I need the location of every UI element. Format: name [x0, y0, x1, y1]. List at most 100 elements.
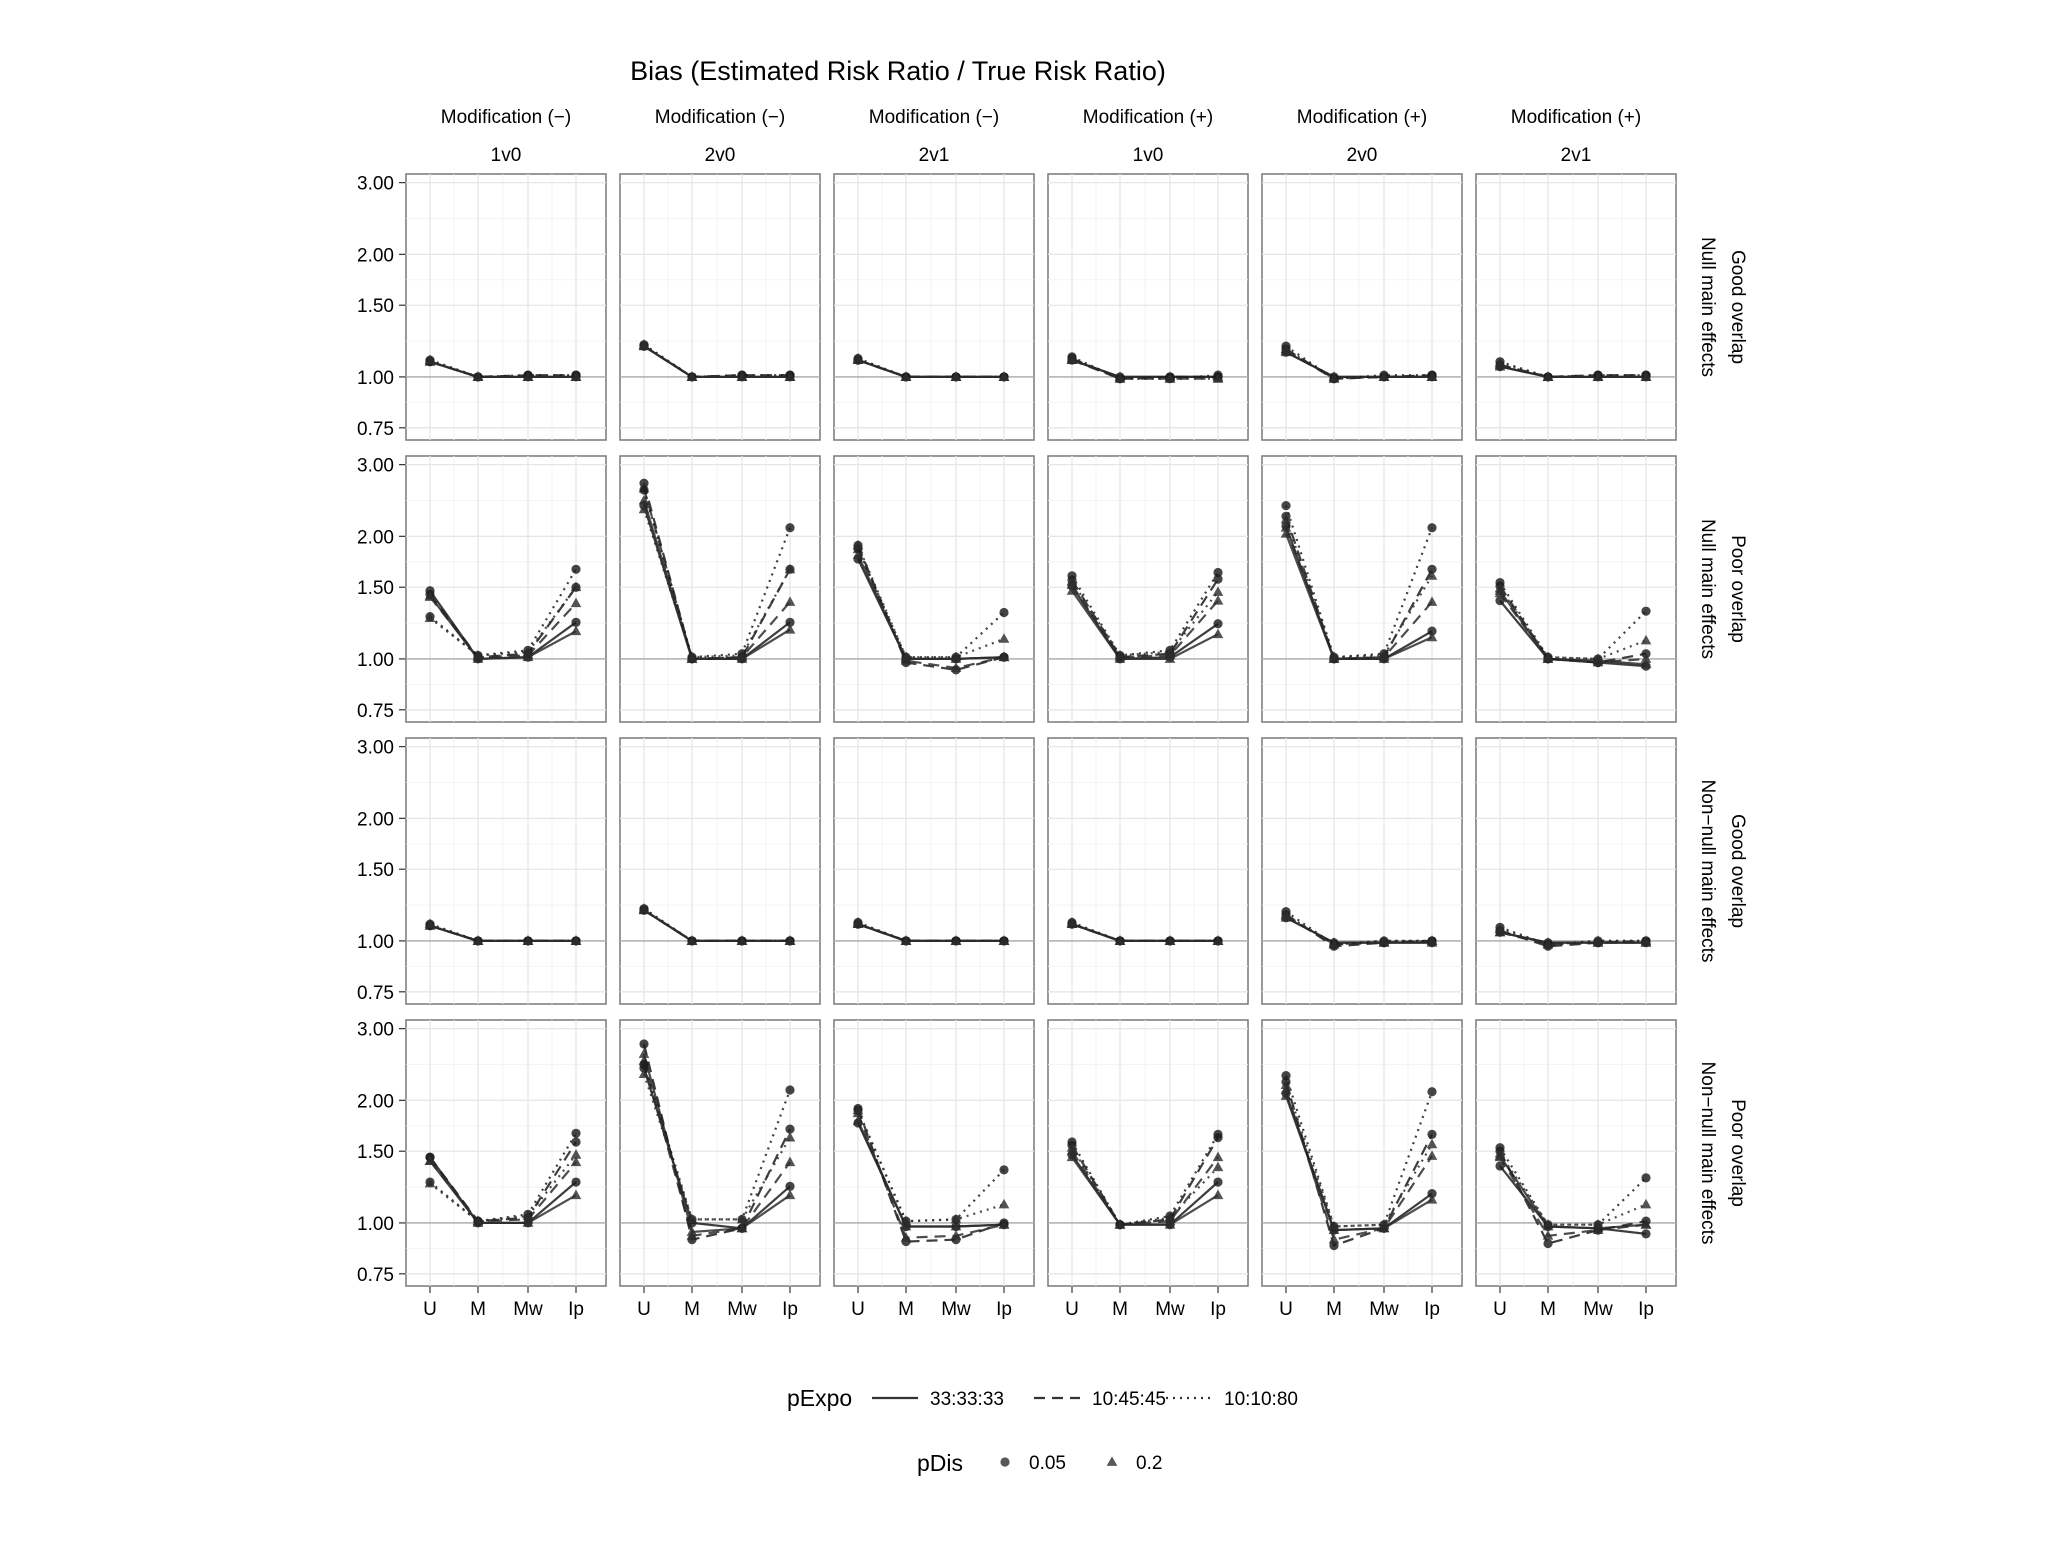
data-point	[1495, 577, 1505, 588]
data-point	[1494, 1147, 1506, 1158]
data-point	[570, 1189, 582, 1200]
data-point	[950, 651, 962, 662]
data-point	[1640, 1219, 1652, 1229]
series-line	[857, 923, 1004, 943]
data-point	[1426, 596, 1438, 606]
data-point	[1641, 1229, 1651, 1239]
data-point	[784, 371, 796, 381]
data-point	[1164, 373, 1176, 383]
data-point	[571, 1128, 581, 1138]
x-tick-label: Mw	[1369, 1299, 1399, 1320]
data-point	[638, 1068, 650, 1079]
column-strip-label: Modification (−)	[869, 107, 999, 128]
data-point	[1426, 631, 1438, 642]
facet-panel	[1475, 455, 1677, 723]
series-line	[856, 1112, 1005, 1239]
data-point	[1494, 582, 1506, 593]
column-strip-label: Modification (−)	[655, 107, 785, 128]
data-point	[1328, 1234, 1340, 1244]
column-strip-label: Modification (+)	[1083, 107, 1213, 128]
data-point	[950, 1213, 962, 1224]
data-point	[1426, 1138, 1438, 1149]
facet-panel	[405, 173, 607, 441]
y-tick-label: 0.75	[357, 983, 394, 1004]
x-tick-label: U	[637, 1299, 651, 1320]
series-line	[1071, 357, 1218, 380]
data-point	[522, 371, 534, 381]
x-tick-label: Ip	[782, 1299, 798, 1320]
series-line	[429, 1141, 577, 1223]
y-tick-label: 0.75	[357, 1265, 394, 1286]
data-point	[570, 625, 582, 636]
data-point	[1542, 1230, 1554, 1240]
series-line	[642, 1043, 791, 1241]
data-point	[1213, 1177, 1223, 1187]
data-point	[686, 651, 698, 662]
data-point	[472, 935, 484, 945]
data-point	[998, 1219, 1010, 1229]
series-line	[429, 924, 576, 943]
data-point	[736, 935, 748, 945]
series-line	[1284, 1081, 1433, 1247]
series-line	[1071, 1150, 1219, 1226]
data-point	[1427, 523, 1437, 533]
data-point	[1426, 570, 1438, 580]
data-point	[1213, 1129, 1223, 1139]
data-point	[900, 651, 912, 662]
data-point	[1280, 1084, 1292, 1094]
data-point	[1328, 373, 1340, 383]
x-tick-label: M	[1540, 1299, 1556, 1320]
facet-panel	[833, 1019, 1035, 1287]
data-point	[1542, 651, 1554, 662]
data-point	[1542, 1219, 1554, 1229]
facet-panel	[1261, 1019, 1463, 1287]
data-point	[571, 1177, 581, 1187]
data-point	[1212, 1151, 1224, 1162]
y-tick-label: 0.75	[357, 701, 394, 722]
data-point	[852, 916, 864, 927]
y-tick-label: 2.00	[357, 1091, 394, 1112]
legend-label: 10:10:80	[1224, 1389, 1298, 1410]
data-point	[424, 354, 436, 364]
data-point	[424, 612, 436, 622]
data-point	[1426, 1194, 1438, 1204]
data-point	[784, 935, 796, 945]
data-point	[1640, 371, 1652, 381]
data-point	[1494, 923, 1506, 933]
data-point	[638, 494, 650, 505]
data-point	[1066, 352, 1078, 363]
data-point	[1212, 586, 1224, 596]
x-tick-label: U	[423, 1299, 437, 1320]
data-point	[570, 1156, 582, 1167]
data-point	[736, 649, 748, 660]
data-point	[638, 503, 650, 514]
series-line	[1499, 931, 1646, 946]
y-tick-label: 1.50	[357, 578, 394, 599]
series-line	[643, 343, 790, 378]
data-point	[736, 1222, 748, 1233]
data-point	[1427, 1189, 1437, 1199]
data-point	[424, 1155, 436, 1165]
data-point	[1280, 909, 1292, 919]
series-line	[642, 488, 791, 661]
series-line	[1071, 1147, 1219, 1226]
data-point	[1212, 595, 1224, 605]
y-tick-label: 1.00	[357, 368, 394, 389]
column-strip-label: Modification (+)	[1511, 107, 1641, 128]
data-point	[785, 1181, 795, 1191]
series-line	[856, 1109, 1005, 1223]
x-tick-label: U	[1065, 1299, 1079, 1320]
series-line	[857, 359, 1004, 378]
data-point	[999, 1165, 1009, 1175]
y-tick-label: 2.00	[357, 245, 394, 266]
data-point	[1280, 1090, 1292, 1100]
data-point	[736, 371, 748, 381]
data-point	[1280, 528, 1292, 538]
x-tick-label: Ip	[1638, 1299, 1654, 1320]
data-point	[1114, 649, 1126, 660]
data-point	[950, 1220, 962, 1231]
series-line	[1285, 913, 1432, 946]
data-point	[950, 935, 962, 945]
data-point	[1164, 935, 1176, 945]
legend-title-pexpo: pExpo	[787, 1385, 852, 1411]
